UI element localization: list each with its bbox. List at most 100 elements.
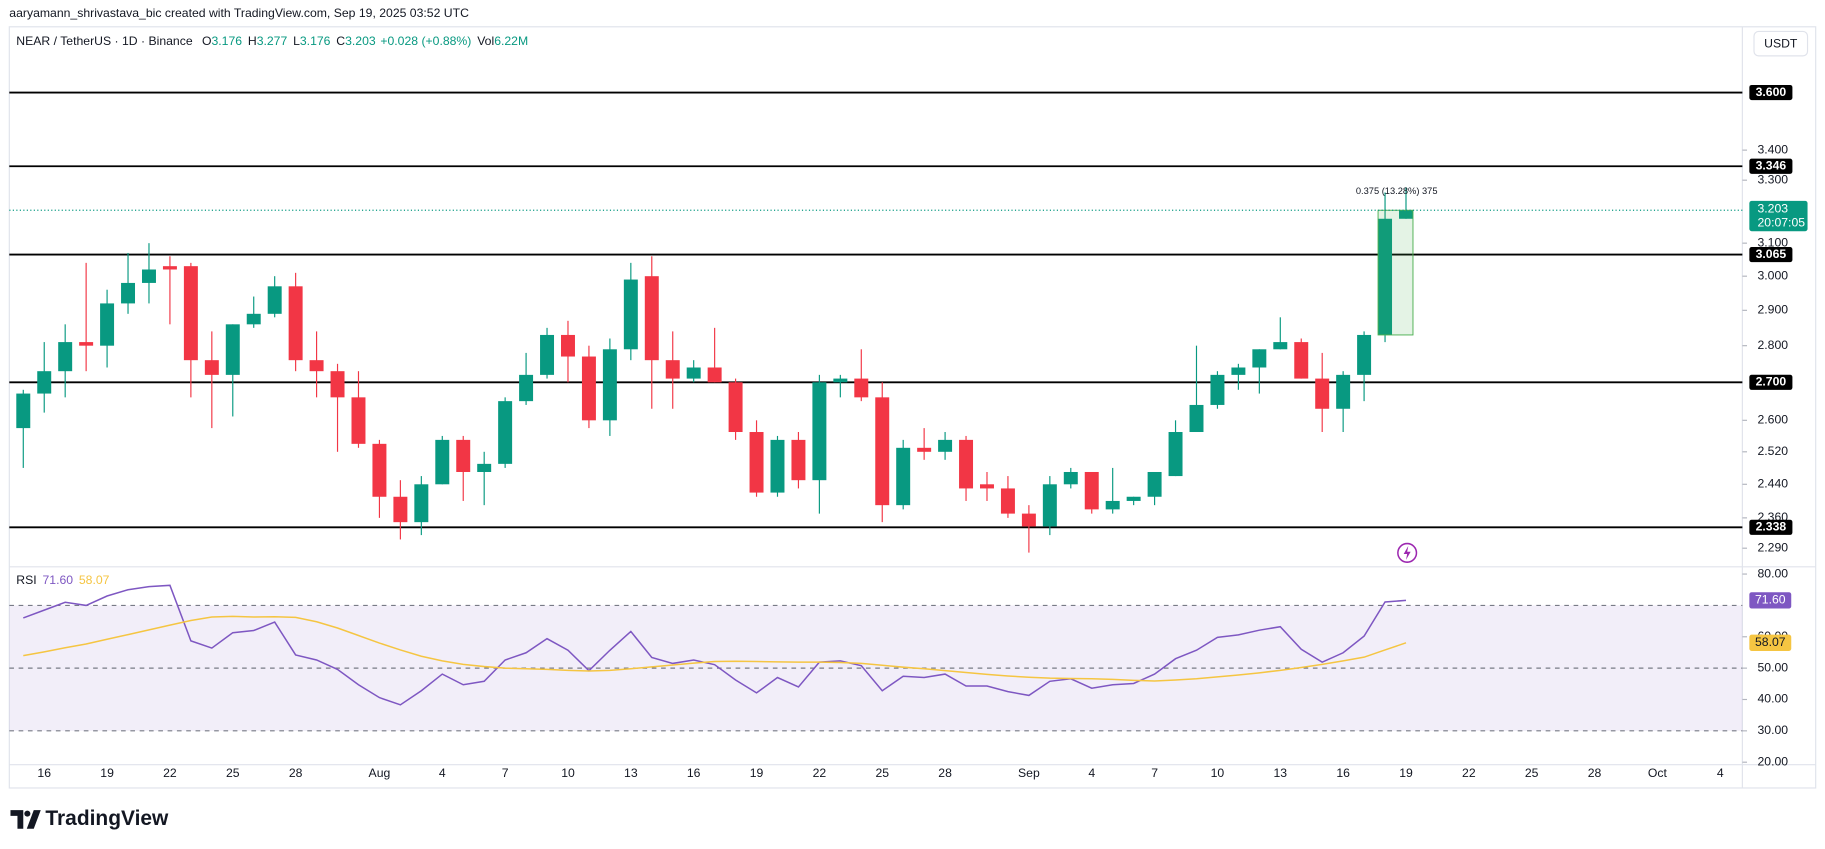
candle-body xyxy=(1105,500,1120,510)
candle-body xyxy=(414,484,429,523)
candle-body xyxy=(1189,404,1204,433)
candle-body xyxy=(393,496,408,523)
candle-body xyxy=(372,443,387,497)
footer-logo: TradingView xyxy=(10,807,169,830)
candle-body xyxy=(791,439,806,481)
candle-body xyxy=(1063,471,1078,485)
x-tick-label: 28 xyxy=(289,766,303,780)
currency[interactable]: USDT xyxy=(1764,36,1798,50)
candle-body xyxy=(686,367,701,379)
y-tick-label: 3.100 xyxy=(1757,235,1788,249)
candle-body xyxy=(623,279,638,350)
brand: TradingView xyxy=(45,807,169,830)
ohlc-label: C xyxy=(336,34,345,48)
x-tick-label: Aug xyxy=(369,766,391,780)
y-tick-label: 3.000 xyxy=(1757,268,1788,282)
candle-body xyxy=(267,286,282,314)
ohlc-value: 3.176 xyxy=(211,34,242,48)
ohlc-label: O xyxy=(202,34,212,48)
rsi-line xyxy=(23,615,1407,682)
y-tick-label: 2.520 xyxy=(1757,444,1788,458)
candle-body xyxy=(351,397,366,444)
currency-button[interactable] xyxy=(1753,30,1809,57)
level-label-box xyxy=(1749,247,1793,263)
candle-body xyxy=(561,334,575,357)
chart-frame xyxy=(8,26,1817,789)
rsi-value: 71.60 xyxy=(42,573,73,587)
volume-label: Vol xyxy=(477,34,494,48)
y-tick-label: 80.00 xyxy=(1757,566,1788,580)
x-tick-label: 16 xyxy=(37,766,51,780)
candle-body xyxy=(1042,484,1057,527)
candle-body xyxy=(1399,210,1413,219)
y-tick-label: 50.00 xyxy=(1757,660,1788,674)
x-tick-label: 7 xyxy=(502,766,509,780)
candle-body xyxy=(833,378,848,383)
candle-body xyxy=(16,393,31,429)
candle-body xyxy=(896,447,911,506)
candle-body xyxy=(288,286,303,361)
event-icon-bolt xyxy=(1403,545,1411,560)
candle-body xyxy=(1231,367,1246,375)
y-tick-label: 3.300 xyxy=(1757,172,1788,186)
last-price-box xyxy=(1749,200,1808,232)
candle-body xyxy=(79,342,94,346)
level-label: 2.700 xyxy=(1756,375,1787,389)
candle-body xyxy=(1147,471,1162,497)
x-tick-label: 22 xyxy=(1462,766,1476,780)
candle-body xyxy=(728,382,743,433)
candle-body xyxy=(1126,496,1141,501)
candle-body xyxy=(58,342,73,372)
candle-body xyxy=(1000,488,1015,514)
ohlc-value: 3.277 xyxy=(257,34,288,48)
candle-body xyxy=(330,371,345,398)
level-label-box xyxy=(1749,84,1793,101)
y-tick-label: 2.600 xyxy=(1757,413,1788,427)
candle-body xyxy=(37,371,52,394)
y-tick-label: 30.00 xyxy=(1757,723,1788,737)
candle-body xyxy=(246,313,261,325)
measure-label: 0.375 (13.28%) 375 xyxy=(1356,186,1438,196)
candle-body xyxy=(477,463,492,472)
logo-dot xyxy=(24,810,31,817)
x-tick-label: 19 xyxy=(100,766,114,780)
change: +0.028 (+0.88%) xyxy=(380,34,471,48)
x-tick-label: 16 xyxy=(687,766,701,780)
rsi-value-box xyxy=(1749,634,1792,651)
candle-body xyxy=(309,360,324,372)
x-tick-label: 19 xyxy=(1399,766,1413,780)
candle-body xyxy=(1273,342,1288,350)
x-tick-label: 28 xyxy=(1588,766,1602,780)
candle-body xyxy=(980,484,994,489)
candle-body xyxy=(225,324,240,375)
ohlc-value: 3.203 xyxy=(345,34,376,48)
candle-body xyxy=(875,397,890,506)
y-tick-label: 3.400 xyxy=(1757,142,1788,156)
y-tick-label: 40.00 xyxy=(1757,692,1788,706)
volume: 6.22M xyxy=(494,34,528,48)
x-tick-label: 4 xyxy=(1088,766,1095,780)
candle-body xyxy=(665,360,680,379)
candle-body xyxy=(602,349,617,421)
y-tick-label: 2.290 xyxy=(1757,540,1788,554)
level-label: 3.065 xyxy=(1756,247,1787,261)
candle-body xyxy=(1168,432,1183,477)
rsi-value-box xyxy=(1749,592,1792,609)
x-tick-label: 4 xyxy=(439,766,446,780)
candle-body xyxy=(540,334,555,375)
countdown: 20:07:05 xyxy=(1757,215,1805,229)
rsi-value: 58.07 xyxy=(79,573,110,587)
candle-body xyxy=(1315,378,1330,409)
ohlc-value: 3.176 xyxy=(300,34,331,48)
candle-body xyxy=(1336,374,1351,409)
level-label: 3.346 xyxy=(1756,158,1787,172)
candle-body xyxy=(959,439,974,489)
candle-body xyxy=(1294,342,1309,379)
y-tick-label: 2.440 xyxy=(1757,477,1788,491)
x-tick-label: 7 xyxy=(1151,766,1158,780)
x-tick-label: 19 xyxy=(750,766,764,780)
candle-body xyxy=(100,303,115,346)
x-tick-label: 25 xyxy=(1525,766,1539,780)
x-tick-label: 10 xyxy=(561,766,575,780)
